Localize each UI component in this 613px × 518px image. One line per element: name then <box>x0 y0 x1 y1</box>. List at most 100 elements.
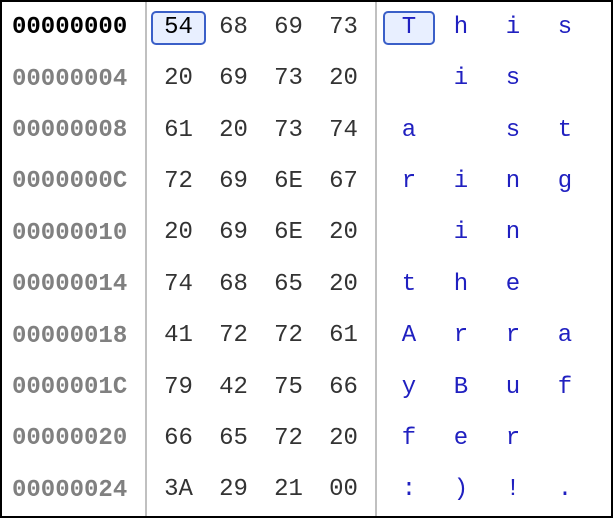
hex-cell[interactable]: 66 <box>151 422 206 456</box>
ascii-cell[interactable]: a <box>539 319 591 353</box>
hex-cell[interactable]: 20 <box>316 62 371 96</box>
hex-cell[interactable]: 68 <box>206 11 261 45</box>
ascii-cell[interactable]: s <box>487 62 539 96</box>
ascii-cell[interactable]: y <box>383 371 435 405</box>
offset-cell[interactable]: 0000001C <box>2 362 147 413</box>
hex-cell[interactable]: 69 <box>206 62 261 96</box>
ascii-cell[interactable]: T <box>383 11 435 45</box>
hex-row: 0000001C79427566yBuf <box>2 362 611 413</box>
ascii-cell[interactable] <box>539 62 591 96</box>
hex-cell[interactable]: 73 <box>261 114 316 148</box>
hex-cell[interactable]: 20 <box>151 216 206 250</box>
hex-cell[interactable]: 41 <box>151 319 206 353</box>
hex-column: 54686973 <box>147 2 377 53</box>
ascii-cell[interactable]: r <box>383 165 435 199</box>
hex-cell[interactable]: 74 <box>151 268 206 302</box>
hex-cell[interactable]: 65 <box>261 268 316 302</box>
ascii-cell[interactable]: f <box>383 422 435 456</box>
ascii-cell[interactable] <box>539 216 591 250</box>
hex-cell[interactable]: 73 <box>316 11 371 45</box>
hex-cell[interactable]: 73 <box>261 62 316 96</box>
ascii-cell[interactable]: e <box>435 422 487 456</box>
ascii-cell[interactable]: s <box>487 114 539 148</box>
hex-cell[interactable]: 75 <box>261 371 316 405</box>
ascii-cell[interactable]: h <box>435 268 487 302</box>
hex-cell[interactable]: 69 <box>206 165 261 199</box>
hex-cell[interactable]: 54 <box>151 11 206 45</box>
ascii-cell[interactable] <box>383 216 435 250</box>
ascii-cell[interactable]: ! <box>487 473 539 507</box>
offset-cell[interactable]: 00000008 <box>2 105 147 156</box>
ascii-cell[interactable] <box>383 62 435 96</box>
hex-column: 79427566 <box>147 362 377 413</box>
hex-cell[interactable]: 29 <box>206 473 261 507</box>
ascii-cell[interactable] <box>539 422 591 456</box>
ascii-cell[interactable]: ) <box>435 473 487 507</box>
ascii-cell[interactable]: f <box>539 371 591 405</box>
hex-cell[interactable]: 20 <box>316 216 371 250</box>
ascii-cell[interactable]: r <box>487 319 539 353</box>
hex-cell[interactable]: 20 <box>151 62 206 96</box>
hex-cell[interactable]: 61 <box>316 319 371 353</box>
ascii-cell[interactable]: t <box>539 114 591 148</box>
offset-cell[interactable]: 00000020 <box>2 413 147 464</box>
offset-cell[interactable]: 00000010 <box>2 208 147 259</box>
ascii-cell[interactable]: n <box>487 165 539 199</box>
hex-row: 0000000861207374 a st <box>2 105 611 156</box>
hex-cell[interactable]: 6E <box>261 216 316 250</box>
hex-cell[interactable]: 6E <box>261 165 316 199</box>
hex-cell[interactable]: 67 <box>316 165 371 199</box>
hex-cell[interactable]: 3A <box>151 473 206 507</box>
ascii-cell[interactable]: i <box>487 11 539 45</box>
offset-cell[interactable]: 00000018 <box>2 310 147 361</box>
ascii-cell[interactable]: u <box>487 371 539 405</box>
ascii-cell[interactable]: a <box>383 114 435 148</box>
hex-cell[interactable]: 20 <box>206 114 261 148</box>
ascii-column: is <box>377 53 611 104</box>
hex-cell[interactable]: 69 <box>261 11 316 45</box>
hex-cell[interactable]: 69 <box>206 216 261 250</box>
hex-cell[interactable]: 00 <box>316 473 371 507</box>
hex-cell[interactable]: 74 <box>316 114 371 148</box>
offset-cell[interactable]: 00000024 <box>2 465 147 516</box>
offset-cell[interactable]: 00000014 <box>2 259 147 310</box>
ascii-cell[interactable]: i <box>435 62 487 96</box>
ascii-cell[interactable]: r <box>435 319 487 353</box>
hex-cell[interactable]: 72 <box>261 319 316 353</box>
hex-cell[interactable]: 79 <box>151 371 206 405</box>
ascii-cell[interactable]: t <box>383 268 435 302</box>
ascii-cell[interactable]: . <box>539 473 591 507</box>
hex-cell[interactable]: 61 <box>151 114 206 148</box>
hex-cell[interactable]: 42 <box>206 371 261 405</box>
ascii-cell[interactable]: h <box>435 11 487 45</box>
offset-cell[interactable]: 00000000 <box>2 2 147 53</box>
ascii-cell[interactable]: s <box>539 11 591 45</box>
ascii-cell[interactable]: r <box>487 422 539 456</box>
ascii-cell[interactable] <box>435 114 487 148</box>
hex-cell[interactable]: 68 <box>206 268 261 302</box>
ascii-column: ring <box>377 156 611 207</box>
ascii-cell[interactable]: g <box>539 165 591 199</box>
hex-cell[interactable]: 20 <box>316 268 371 302</box>
ascii-cell[interactable]: B <box>435 371 487 405</box>
hex-row: 0000000054686973This <box>2 2 611 53</box>
hex-cell[interactable]: 21 <box>261 473 316 507</box>
hex-row: 0000000C72696E67ring <box>2 156 611 207</box>
ascii-cell[interactable]: : <box>383 473 435 507</box>
ascii-cell[interactable] <box>539 268 591 302</box>
ascii-cell[interactable]: n <box>487 216 539 250</box>
ascii-column: in <box>377 208 611 259</box>
ascii-column: yBuf <box>377 362 611 413</box>
hex-cell[interactable]: 72 <box>206 319 261 353</box>
ascii-cell[interactable]: e <box>487 268 539 302</box>
hex-cell[interactable]: 66 <box>316 371 371 405</box>
offset-cell[interactable]: 00000004 <box>2 53 147 104</box>
hex-cell[interactable]: 72 <box>151 165 206 199</box>
ascii-cell[interactable]: A <box>383 319 435 353</box>
hex-cell[interactable]: 20 <box>316 422 371 456</box>
offset-cell[interactable]: 0000000C <box>2 156 147 207</box>
hex-cell[interactable]: 65 <box>206 422 261 456</box>
ascii-cell[interactable]: i <box>435 216 487 250</box>
ascii-cell[interactable]: i <box>435 165 487 199</box>
hex-cell[interactable]: 72 <box>261 422 316 456</box>
